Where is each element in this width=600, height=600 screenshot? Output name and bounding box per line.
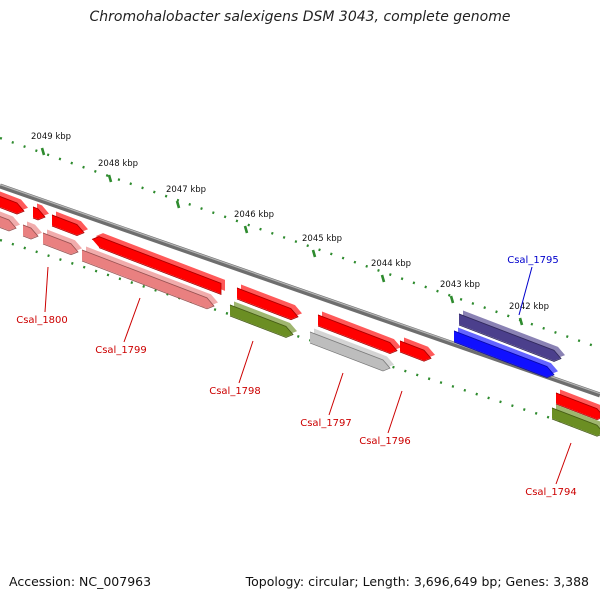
kbp-tick-mark: [449, 295, 455, 304]
kbp-tick-label: 2043 kbp: [440, 280, 480, 290]
gene-arrow-edge: [0, 196, 25, 215]
cds-bar: [0, 211, 20, 232]
accession-text: Accession: NC_007963: [9, 574, 152, 589]
gene-arrow-edge: [91, 236, 222, 295]
cds-bar-edge: [309, 331, 391, 372]
gene-arrow-edge: [458, 313, 562, 362]
gene-arrow-body: [454, 330, 554, 378]
kbp-tick-mark: [40, 147, 46, 156]
cds-bar: [229, 301, 297, 338]
gene-arrow-body: [52, 214, 84, 236]
kbp-tick-mark: [243, 225, 249, 234]
gene-arrow-edge: [453, 330, 555, 379]
gene-arrow: [399, 337, 435, 362]
gene-arrow: [453, 327, 558, 379]
gene-label-csal-1799: Csal_1799: [95, 345, 147, 356]
cds-bar-edge: [42, 232, 79, 256]
gene-arrow: [0, 191, 28, 215]
cds-bar-body: [552, 407, 600, 436]
gene-arrow-edge: [399, 340, 432, 362]
gene-label-line: [238, 340, 254, 384]
kbp-tick-label: 2045 kbp: [302, 234, 342, 244]
gene-label-csal-1795: Csal_1795: [507, 255, 559, 266]
gene-label-csal-1798: Csal_1798: [209, 386, 261, 397]
gene-arrow-body: [237, 287, 298, 320]
gene-label-line: [328, 372, 344, 416]
gene-arrow: [32, 203, 49, 221]
gene-arrow-edge: [555, 392, 600, 421]
cds-bar-edge: [0, 216, 17, 232]
gene-label-line: [555, 442, 572, 485]
kbp-tick-mark: [380, 274, 386, 283]
cds-bar: [551, 404, 600, 437]
kbp-tick-label: 2044 kbp: [371, 259, 411, 269]
gene-arrow-body: [400, 340, 431, 361]
gene-arrow-body: [33, 206, 45, 220]
kbp-tick-mark: [175, 200, 181, 209]
cds-bar-edge: [229, 304, 294, 338]
cds-bar-body: [230, 304, 293, 337]
cds-bar: [81, 246, 218, 310]
gene-arrow: [91, 233, 225, 295]
gene-arrow-body: [459, 313, 561, 361]
gene-arrow: [317, 311, 401, 355]
kbp-tick-label: 2048 kbp: [98, 159, 138, 169]
map-title: Chromohalobacter salexigens DSM 3043, co…: [89, 9, 511, 25]
cds-bar-body: [310, 331, 390, 371]
cds-bar: [309, 328, 394, 372]
gene-label-line: [518, 266, 533, 316]
kbp-tick-mark: [518, 317, 524, 326]
gene-arrow-edge: [32, 206, 46, 221]
cds-bar-body: [43, 232, 78, 255]
kbp-tick-label: 2046 kbp: [234, 210, 274, 220]
genome-backbone: [0, 183, 600, 398]
inner-tick-ring: [0, 238, 600, 436]
gene-label-csal-1796: Csal_1796: [359, 436, 411, 447]
gene-arrow-top: [56, 211, 88, 233]
cds-bar-body: [82, 249, 214, 309]
cds-bar: [22, 221, 42, 240]
gene-arrow-edge: [317, 314, 398, 355]
kbp-tick-label: 2042 kbp: [509, 302, 549, 312]
gene-arrow-body: [0, 196, 24, 214]
cds-bar-body: [0, 216, 16, 231]
cds-bar-edge: [81, 249, 215, 310]
gene-arrow-edge: [51, 214, 85, 237]
gene-arrow-body: [318, 314, 397, 354]
kbp-tick-mark: [311, 249, 317, 258]
kbp-tick-mark: [107, 174, 113, 183]
gene-label-csal-1794: Csal_1794: [525, 487, 577, 498]
gene-arrow: [555, 389, 600, 421]
gene-arrow-top: [404, 337, 435, 358]
topology-text: Topology: circular; Length: 3,696,649 bp…: [245, 574, 589, 589]
gene-arrow-edge: [236, 287, 299, 321]
kbp-tick-label: 2047 kbp: [166, 185, 206, 195]
kbp-tick-label: 2049 kbp: [31, 132, 71, 142]
gene-label-csal-1800: Csal_1800: [16, 315, 68, 326]
gene-label-csal-1797: Csal_1797: [300, 418, 352, 429]
cds-bar: [42, 229, 82, 256]
cds-bar-edge: [22, 224, 39, 240]
gene-label-line: [387, 390, 403, 434]
cds-bar-edge: [551, 407, 600, 437]
outer-tick-ring: [0, 136, 600, 350]
gene-arrow: [236, 284, 302, 321]
gene-arrow-top: [0, 191, 28, 211]
cds-bar-body: [23, 224, 38, 239]
gene-arrow: [51, 211, 88, 237]
gene-label-line: [123, 297, 141, 343]
gene-arrow: [458, 310, 565, 362]
gene-arrow-body: [556, 392, 600, 420]
gene-arrow-body: [92, 236, 221, 294]
gene-label-line: [44, 266, 49, 313]
